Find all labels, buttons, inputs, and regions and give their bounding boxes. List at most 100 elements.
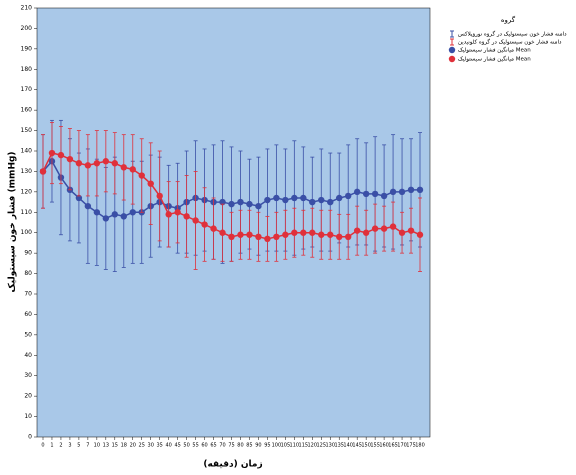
x-tick-label: 55 — [192, 443, 198, 449]
marker — [264, 235, 271, 243]
legend-marker — [448, 55, 456, 63]
marker — [48, 149, 56, 157]
y-tick-label: 0 — [28, 434, 32, 441]
marker — [93, 160, 101, 167]
marker — [309, 229, 316, 236]
y-tick-label: 190 — [21, 45, 33, 52]
x-tick-label: 18 — [121, 443, 127, 449]
marker — [255, 233, 262, 240]
marker — [380, 192, 388, 200]
y-tick-label: 60 — [24, 311, 32, 318]
marker — [201, 221, 208, 228]
marker — [147, 180, 154, 187]
y-tick-label: 130 — [21, 168, 33, 175]
marker — [183, 213, 190, 220]
x-tick-label: 140 — [343, 443, 353, 449]
marker — [228, 200, 235, 208]
x-tick-label: 70 — [219, 443, 225, 449]
marker — [336, 233, 343, 240]
x-tick-label: 60 — [201, 443, 207, 449]
marker — [66, 155, 74, 163]
marker — [237, 231, 244, 238]
x-tick-label: 165 — [388, 443, 398, 449]
marker — [111, 160, 119, 167]
y-tick-label: 50 — [24, 331, 32, 338]
y-tick-label: 110 — [21, 209, 33, 216]
x-tick-label: 180 — [415, 443, 425, 449]
marker — [102, 215, 110, 222]
x-tick-label: 7 — [86, 443, 89, 449]
marker — [309, 198, 316, 206]
marker — [246, 231, 253, 238]
marker — [219, 229, 226, 236]
x-tick-label: 30 — [148, 443, 154, 449]
marker — [407, 186, 415, 194]
x-tick-label: 100 — [272, 443, 282, 449]
marker — [246, 200, 253, 208]
x-tick-label: 35 — [157, 443, 163, 449]
marker — [120, 164, 127, 171]
x-tick-label: 65 — [210, 443, 216, 449]
x-tick-label: 50 — [183, 443, 189, 449]
legend-label: میانگین فشار سیستولیک Mean — [458, 47, 531, 54]
marker — [318, 231, 325, 238]
x-tick-label: 115 — [299, 443, 309, 449]
marker — [291, 229, 298, 236]
marker — [300, 229, 307, 236]
y-tick-label: 100 — [21, 229, 33, 236]
x-tick-label: 135 — [334, 443, 344, 449]
marker — [327, 198, 334, 206]
y-tick-label: 140 — [21, 148, 33, 155]
marker — [318, 196, 325, 204]
marker — [111, 211, 119, 218]
y-tick-label: 170 — [21, 86, 33, 93]
marker — [389, 223, 397, 230]
x-tick-label: 85 — [246, 443, 252, 449]
marker — [264, 196, 271, 204]
marker — [129, 209, 136, 216]
x-tick-label: 45 — [174, 443, 180, 449]
y-tick-label: 20 — [24, 393, 32, 400]
marker — [75, 194, 83, 202]
marker — [255, 202, 262, 210]
y-tick-label: 160 — [21, 107, 33, 114]
marker — [353, 188, 361, 196]
x-tick-label: 145 — [352, 443, 362, 449]
legend-label: دامنه فشار خون سیستولیک در گروه نوروپلاک… — [458, 31, 567, 38]
marker — [237, 198, 244, 206]
marker — [273, 194, 280, 202]
plot-area — [36, 7, 431, 438]
y-tick-label: 30 — [24, 372, 32, 379]
y-tick-label: 150 — [21, 127, 33, 134]
marker — [398, 229, 406, 236]
marker — [353, 227, 361, 234]
x-tick-label: 105 — [281, 443, 291, 449]
marker — [129, 166, 136, 173]
marker — [291, 194, 298, 202]
marker — [75, 160, 83, 167]
marker — [327, 231, 334, 238]
marker — [407, 227, 415, 234]
x-tick-label: 170 — [397, 443, 407, 449]
x-tick-label: 130 — [325, 443, 335, 449]
marker — [416, 231, 424, 238]
x-tick-label: 15 — [112, 443, 118, 449]
marker — [138, 172, 145, 179]
x-tick-label: 110 — [290, 443, 300, 449]
marker — [389, 188, 397, 196]
y-tick-label: 90 — [24, 250, 32, 257]
y-tick-label: 200 — [21, 25, 33, 32]
x-tick-label: 95 — [264, 443, 270, 449]
x-tick-label: 40 — [165, 443, 171, 449]
x-tick-label: 13 — [103, 443, 109, 449]
x-tick-label: 175 — [406, 443, 416, 449]
marker — [336, 194, 343, 202]
marker — [398, 188, 406, 196]
x-tick-label: 1 — [50, 443, 53, 449]
y-tick-label: 10 — [24, 413, 32, 420]
y-tick-label: 180 — [21, 66, 33, 73]
marker — [39, 168, 47, 175]
x-tick-label: 80 — [237, 443, 243, 449]
marker — [371, 225, 379, 232]
marker — [362, 190, 370, 198]
